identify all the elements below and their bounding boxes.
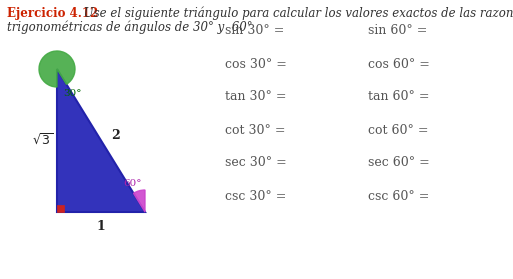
Text: sec 60° =: sec 60° = bbox=[368, 157, 430, 170]
Text: tan 60° =: tan 60° = bbox=[368, 90, 429, 104]
Text: sin 60° =: sin 60° = bbox=[368, 25, 427, 37]
Text: 2: 2 bbox=[111, 129, 120, 142]
Text: cos 30° =: cos 30° = bbox=[225, 57, 287, 71]
Text: Ejercicio 4.12: Ejercicio 4.12 bbox=[7, 7, 98, 20]
Text: cot 60° =: cot 60° = bbox=[368, 124, 428, 136]
Wedge shape bbox=[133, 190, 145, 212]
Text: cos 60° =: cos 60° = bbox=[368, 57, 430, 71]
Text: tan 30° =: tan 30° = bbox=[225, 90, 286, 104]
Text: $\sqrt{3}$: $\sqrt{3}$ bbox=[32, 133, 53, 148]
Text: csc 30° =: csc 30° = bbox=[225, 189, 286, 203]
Text: sin 30° =: sin 30° = bbox=[225, 25, 284, 37]
Text: cot 30° =: cot 30° = bbox=[225, 124, 286, 136]
Polygon shape bbox=[57, 69, 145, 212]
Text: 60°: 60° bbox=[124, 179, 142, 189]
Text: Use el siguiente triángulo para calcular los valores exactos de las razones: Use el siguiente triángulo para calcular… bbox=[80, 7, 513, 20]
Text: sec 30° =: sec 30° = bbox=[225, 157, 287, 170]
Text: 1: 1 bbox=[96, 220, 105, 232]
Text: csc 60° =: csc 60° = bbox=[368, 189, 429, 203]
Polygon shape bbox=[57, 205, 64, 212]
Text: 30°: 30° bbox=[64, 90, 82, 98]
Wedge shape bbox=[39, 51, 75, 87]
Text: trigonométricas de ángulos de 30° y  60°: trigonométricas de ángulos de 30° y 60° bbox=[7, 21, 252, 35]
